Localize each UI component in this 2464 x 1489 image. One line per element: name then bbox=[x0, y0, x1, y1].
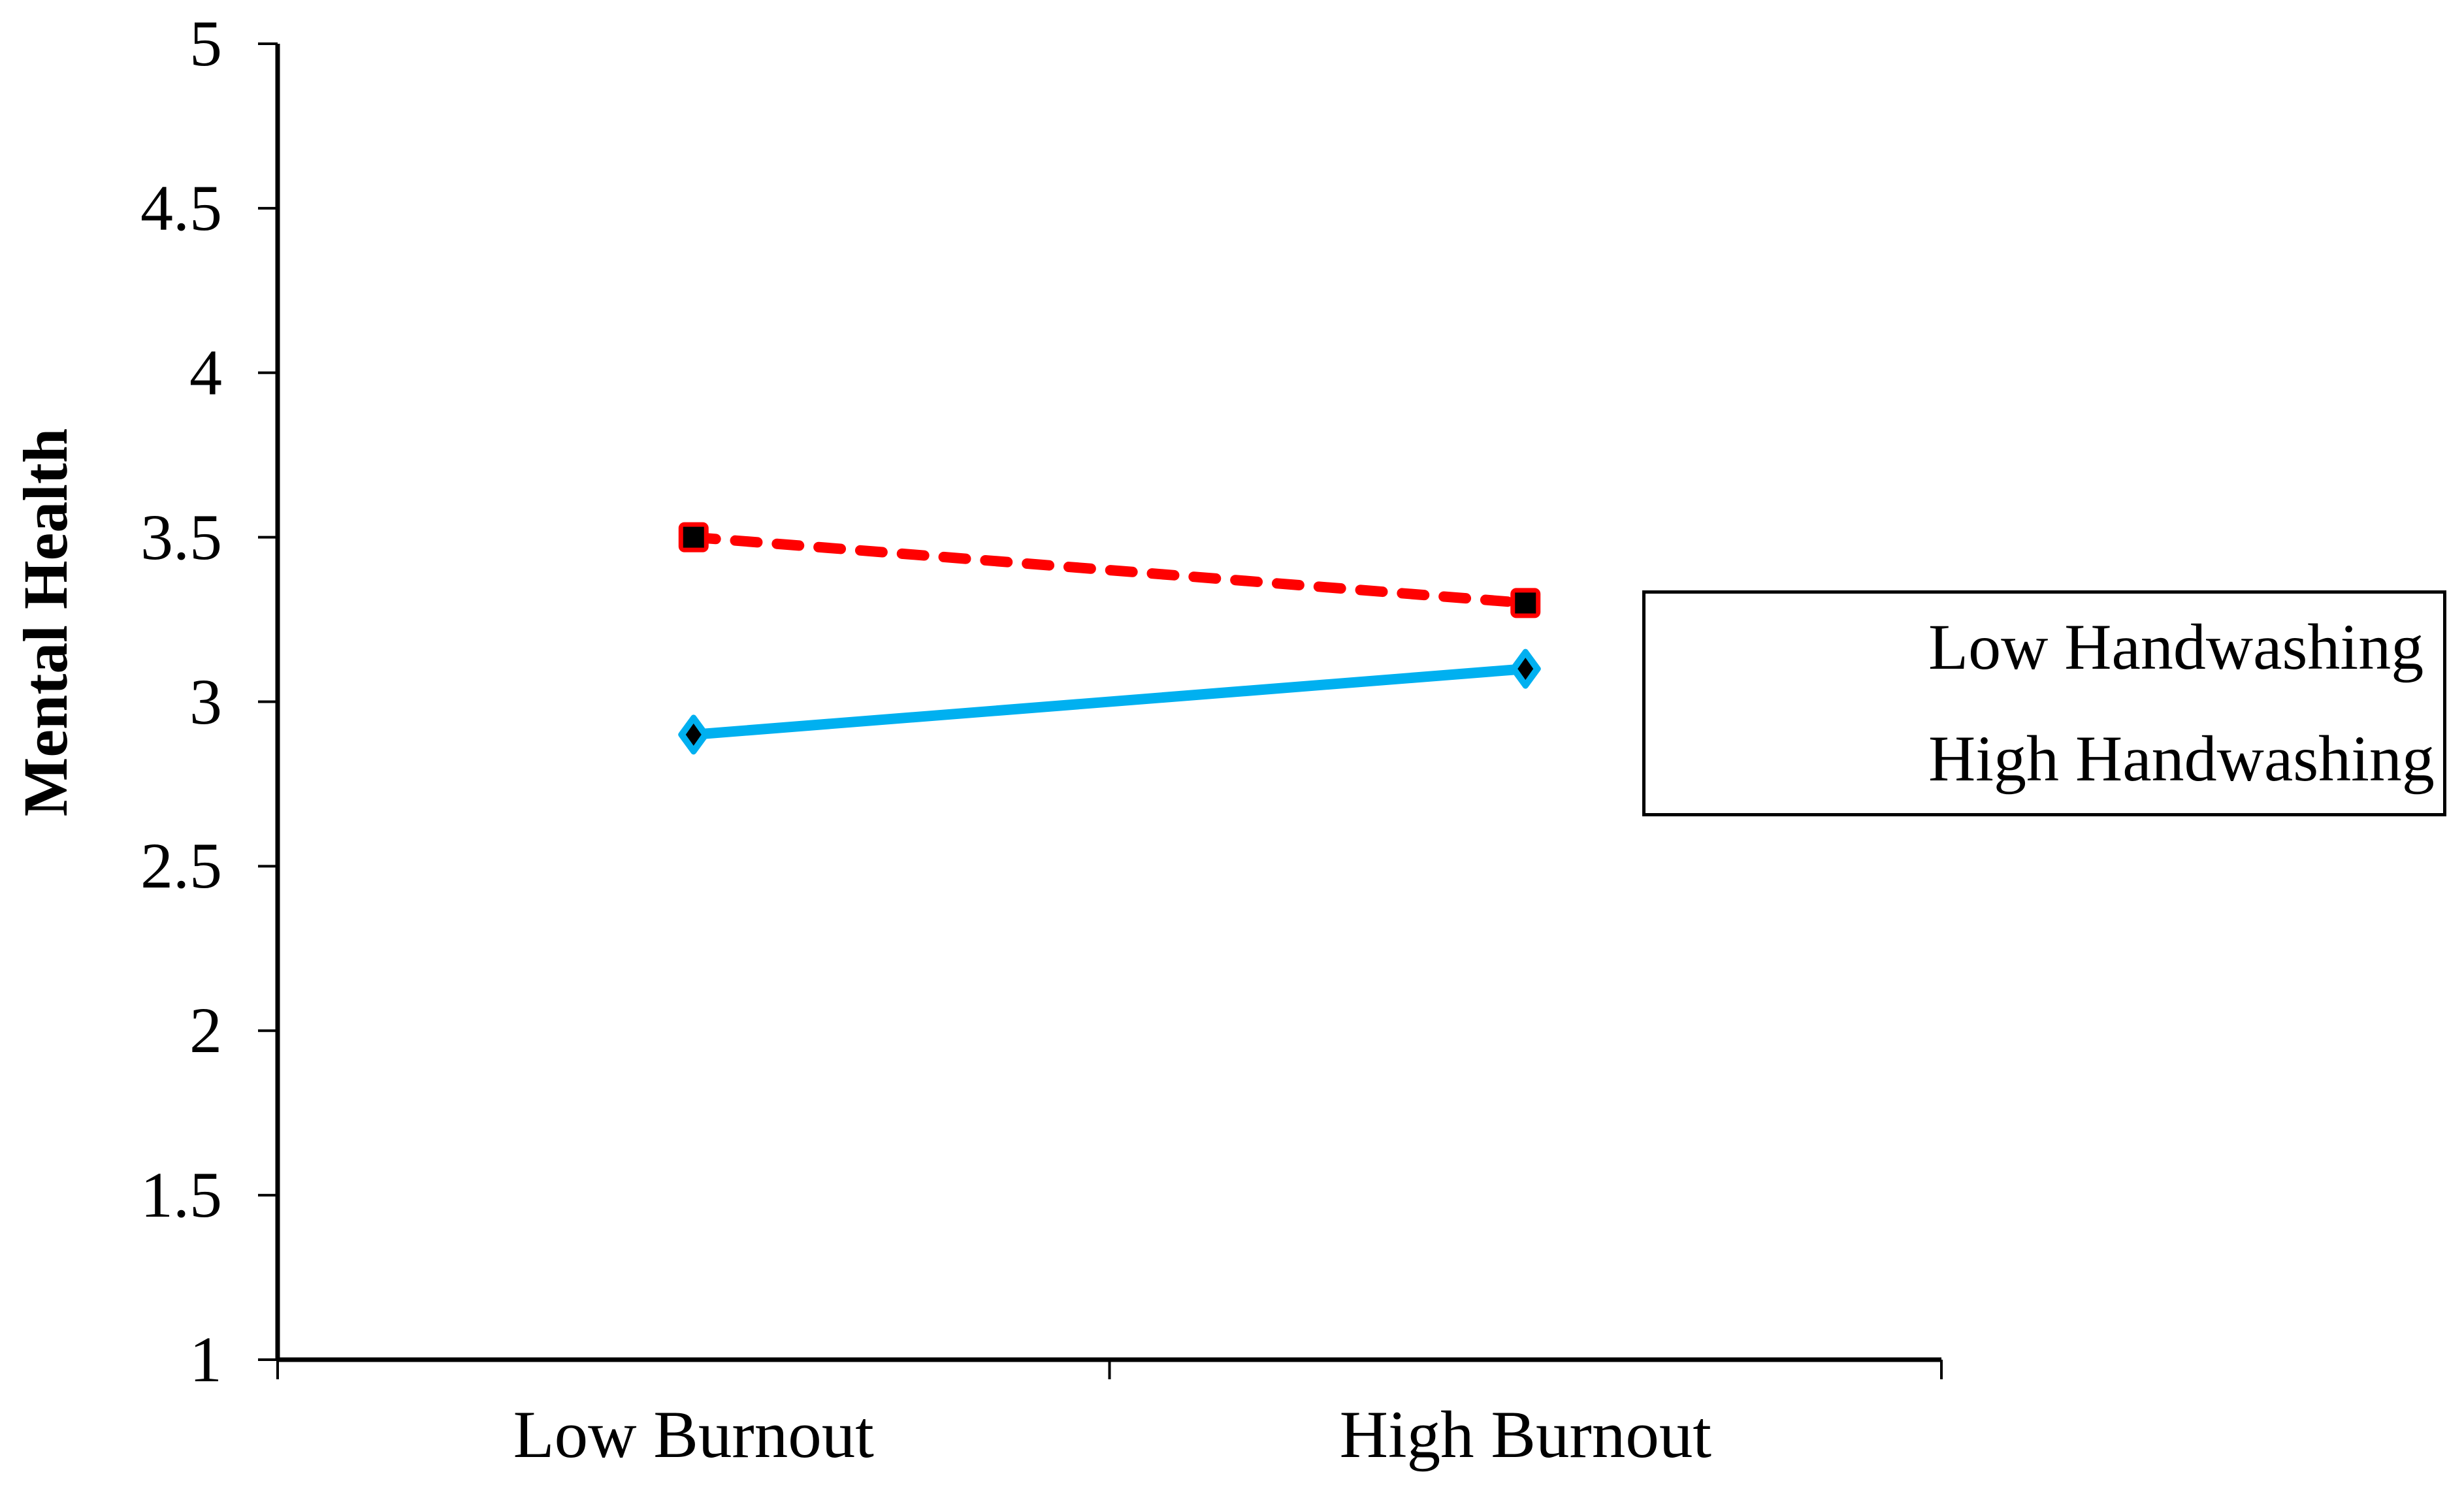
series-line-high-handwashing bbox=[688, 532, 1531, 609]
x-category-label: High Burnout bbox=[1339, 1398, 1711, 1472]
square-marker-inner bbox=[1515, 592, 1536, 614]
diamond-marker-inner bbox=[1517, 658, 1534, 680]
y-tick-label: 3.5 bbox=[140, 500, 222, 573]
y-tick-label: 4 bbox=[189, 336, 222, 409]
y-tick-label: 1.5 bbox=[140, 1159, 222, 1232]
y-tick-label: 1 bbox=[189, 1323, 222, 1396]
x-category-label: Low Burnout bbox=[513, 1398, 874, 1472]
series-line-low-handwashing bbox=[688, 664, 1531, 740]
legend-box bbox=[1642, 590, 2446, 816]
legend-label: High Handwashing bbox=[1928, 722, 2435, 795]
y-tick-label: 3 bbox=[189, 665, 222, 738]
diamond-marker-inner bbox=[685, 723, 702, 746]
legend-label: Low Handwashing bbox=[1928, 611, 2424, 683]
y-tick-label: 5 bbox=[189, 7, 222, 80]
y-tick-label: 2 bbox=[189, 994, 222, 1067]
y-tick-label: 4.5 bbox=[140, 171, 222, 244]
y-tick-label: 2.5 bbox=[140, 829, 222, 903]
square-marker-inner bbox=[683, 526, 704, 548]
